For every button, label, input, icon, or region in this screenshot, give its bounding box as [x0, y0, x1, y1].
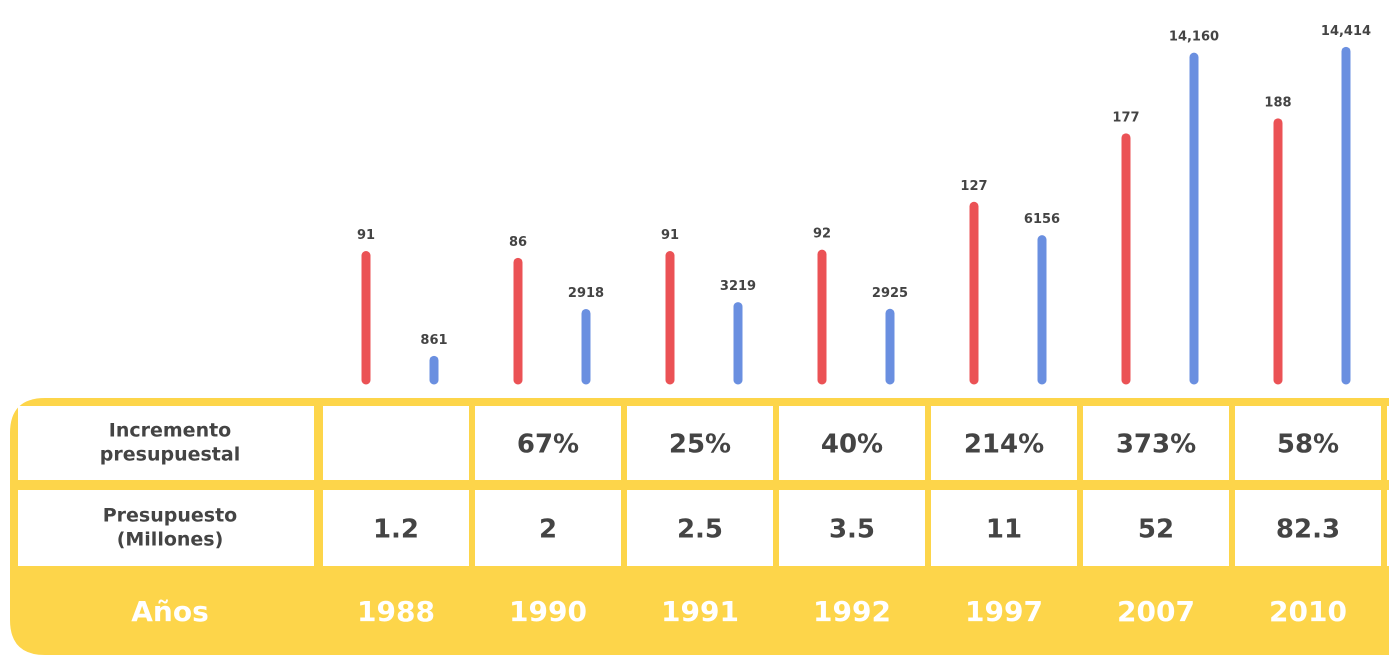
table-cell [475, 490, 621, 566]
table-cell [1387, 406, 1389, 480]
table-cell [1083, 490, 1229, 566]
table-cell [1083, 406, 1229, 480]
cell-value: 2 [539, 515, 557, 545]
row-label: presupuestal [100, 444, 240, 466]
table-cell [1387, 490, 1389, 566]
cell-value: 82.3 [1276, 515, 1340, 545]
row-label: Presupuesto [103, 505, 237, 527]
year-label: 1992 [813, 595, 891, 628]
cell-value: 67% [517, 430, 579, 460]
table-cell [779, 406, 925, 480]
cell-value: 2.5 [677, 515, 723, 545]
cell-value: 58% [1277, 430, 1339, 460]
table-cell [779, 490, 925, 566]
cell-value: 40% [821, 430, 883, 460]
year-label: 1997 [965, 595, 1043, 628]
table-cell [627, 490, 773, 566]
cell-value: 25% [669, 430, 731, 460]
cell-value: 3.5 [829, 515, 875, 545]
value-label: 2918 [568, 286, 604, 301]
value-label: 2925 [872, 286, 908, 301]
row-label: (Millones) [117, 529, 224, 551]
table-cell [475, 406, 621, 480]
value-label: 6156 [1024, 212, 1060, 227]
value-label: 92 [813, 227, 831, 242]
value-label: 86 [509, 235, 527, 250]
value-label: 91 [357, 228, 375, 243]
year-label: 2007 [1117, 595, 1195, 628]
value-label: 14,414 [1321, 24, 1371, 39]
value-label: 14,160 [1169, 30, 1219, 45]
table-cell [1235, 490, 1381, 566]
value-label: 177 [1112, 110, 1139, 125]
label-cell [18, 490, 314, 566]
value-label: 127 [960, 179, 987, 194]
label-cell [18, 406, 314, 480]
year-label: 1990 [509, 595, 587, 628]
cell-value: 11 [986, 515, 1022, 545]
year-label: 2010 [1269, 595, 1347, 628]
table-cell [1235, 406, 1381, 480]
category-label: Años [131, 595, 209, 628]
year-label: 1988 [357, 595, 435, 628]
value-label: 188 [1264, 95, 1291, 110]
value-label: 91 [661, 228, 679, 243]
value-label: 861 [420, 333, 447, 348]
year-label: 1991 [661, 595, 739, 628]
row-label: Incremento [109, 420, 231, 442]
cell-value: 214% [964, 430, 1044, 460]
cell-value: 52 [1138, 515, 1174, 545]
value-label: 3219 [720, 279, 756, 294]
table-cell [931, 490, 1077, 566]
table-cell [931, 406, 1077, 480]
cell-value: 373% [1116, 430, 1196, 460]
cell-value: 1.2 [373, 515, 419, 545]
table-cell [323, 406, 469, 480]
table-cell [323, 490, 469, 566]
table-cell [627, 406, 773, 480]
